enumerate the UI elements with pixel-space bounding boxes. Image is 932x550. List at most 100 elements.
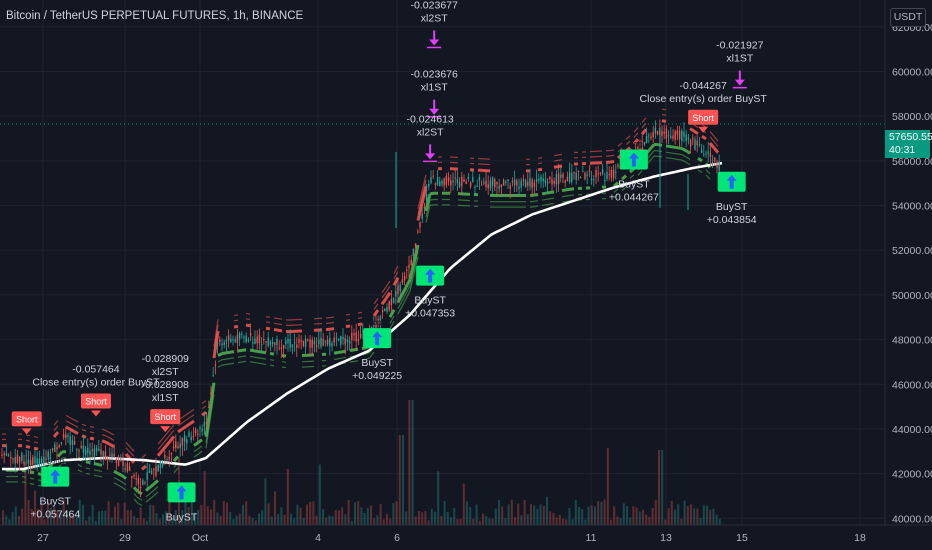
supertrend-band-segment [205,415,211,444]
supertrend-band-segment [197,445,203,450]
candle-body [507,179,509,182]
candle-body [269,341,272,345]
candle-body [674,131,676,140]
volume-bar [594,506,596,525]
supertrend-band-segment [613,193,619,199]
volume-bar [427,520,430,525]
supertrend-band-segment [625,140,631,146]
currency-button[interactable]: USDT [890,8,926,27]
supertrend-band-segment [177,427,183,434]
supertrend-band-segment [269,351,275,356]
supertrend-band-segment [229,357,235,360]
volume-bar [408,400,411,525]
candle-body [313,341,316,345]
buy-arrow-icon [50,469,61,484]
candle-body [573,172,575,174]
volume-bar [104,510,107,525]
volume-bar [216,512,219,525]
candle-body [342,336,344,340]
trade-note: BuyST [716,201,748,213]
volume-bar [347,499,350,525]
volume-bar [424,511,427,525]
candle-body [223,342,225,345]
candle-body [641,140,643,151]
candle-body [452,180,454,183]
supertrend-band-segment [380,297,388,306]
candle-body [296,344,298,348]
supertrend-band-segment [413,256,419,274]
volume-bar [664,519,667,525]
volume-bar [242,504,244,525]
supertrend-band-segment [25,439,31,442]
supertrend-band-segment [353,360,359,363]
candle-body [377,319,379,325]
candle-body [98,449,100,451]
candle-body [104,451,107,460]
volume-bar [139,507,142,525]
supertrend-band-segment [105,440,111,446]
supertrend-band-segment [241,348,247,352]
volume-bar [274,491,276,525]
volume-bar [478,520,481,525]
volume-bar [98,511,100,525]
candle-body [1,454,3,456]
supertrend-band-segment [633,132,639,139]
candle-body [714,157,716,162]
candle-body [109,454,111,456]
volume-bar [82,504,84,525]
candle-body [197,433,199,435]
candle-body [155,466,157,476]
candle-body [529,177,531,187]
short-label [80,393,111,409]
trade-note: -0.044267 [680,80,727,92]
supertrend-band-segment [401,293,407,302]
volume-bar [322,509,324,525]
candle-body [456,179,459,184]
candle-body [131,476,133,478]
candle-body [571,173,573,183]
supertrend-band-segment [648,143,656,151]
candle-body [555,173,558,185]
candle-body [157,464,159,472]
candle-body [357,339,360,342]
x-tick-label: 11 [586,532,597,544]
volume-bar [379,504,382,525]
candle-body [551,179,553,185]
candle-body [527,181,529,186]
supertrend-band-segment [145,498,151,503]
short-label [688,109,719,125]
supertrend-band-segment [181,419,187,424]
last-price-value: 57650.55 [889,131,932,143]
volume-bar [50,507,52,525]
supertrend-band-segment [105,435,111,439]
supertrend-band-segment [388,309,396,318]
candle-body [373,325,375,327]
volume-bar [302,517,305,525]
x-tick-label: Oct [192,532,208,544]
candle-body [311,339,313,348]
candle-body [577,170,580,172]
supertrend-band-segment [693,124,699,128]
candle-body [401,279,404,284]
volume-bar [46,501,49,525]
candle-body [414,243,417,248]
trade-note: +0.044267 [609,191,659,203]
volume-bar [334,510,337,525]
volume-bar [165,511,168,525]
supertrend-band-segment [337,357,343,360]
volume-bar [565,519,568,525]
supertrend-band-segment [253,349,259,353]
volume-bar [414,516,417,525]
candle-body [111,453,113,458]
volume-bar [248,516,251,525]
candle-body [476,185,478,187]
supertrend-band-segment [673,152,679,155]
supertrend-band-segment [125,442,131,448]
volume-bar [328,515,331,525]
supertrend-band-segment [537,167,543,172]
candle-body [159,460,162,469]
supertrend-band-segment [132,486,140,493]
supertrend-band-segment [609,149,615,152]
